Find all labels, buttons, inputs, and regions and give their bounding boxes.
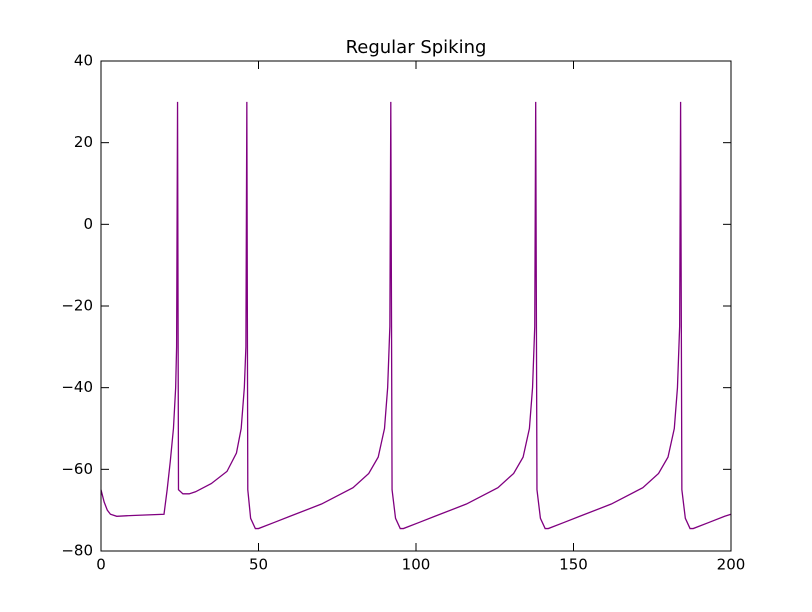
x-tick-label: 0 (96, 556, 106, 574)
x-tick-label: 100 (402, 556, 431, 574)
y-tick-label: −80 (61, 542, 93, 560)
y-tick-label: 20 (74, 133, 93, 151)
plot-frame (100, 60, 732, 552)
x-tick-label: 50 (249, 556, 268, 574)
y-tick-label: −20 (61, 297, 93, 315)
y-tick-label: 40 (74, 52, 93, 70)
line (100, 101, 732, 530)
chart-title: Regular Spiking (346, 37, 487, 58)
y-tick-label: −40 (61, 378, 93, 396)
y-tick-label: 0 (83, 215, 93, 233)
y-tick-label: −60 (61, 460, 93, 478)
x-tick-label: 150 (559, 556, 588, 574)
x-tick-label: 200 (717, 556, 746, 574)
